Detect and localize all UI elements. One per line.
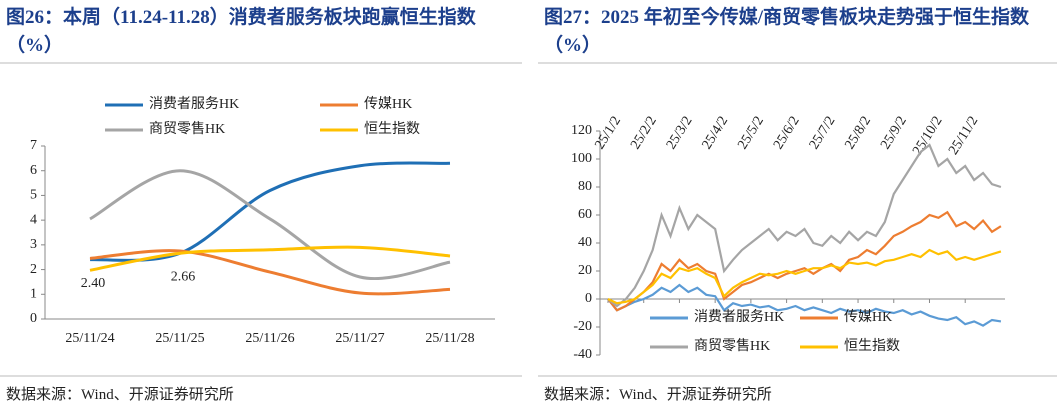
legend-label: 传媒HK xyxy=(844,309,892,325)
x-tick-label: 25/3/2 xyxy=(664,114,696,152)
series-line xyxy=(607,143,1002,308)
series-line xyxy=(89,245,451,272)
series-line xyxy=(89,169,451,280)
series-line xyxy=(607,248,1002,305)
series-line xyxy=(607,283,1002,327)
x-tick-label: 25/11/27 xyxy=(335,331,384,346)
x-tick-label: 25/4/2 xyxy=(700,114,732,152)
x-tick-label: 25/11/26 xyxy=(245,331,294,346)
y-tick-label: 120 xyxy=(571,123,592,138)
legend-label: 传媒HK xyxy=(364,96,412,112)
x-tick-label: 25/11/25 xyxy=(155,331,204,346)
source-note: 数据来源：Wind、开源证券研究所 xyxy=(6,387,234,403)
y-tick-label: 60 xyxy=(578,207,592,222)
y-tick-label: 40 xyxy=(578,235,592,250)
y-tick-label: 6 xyxy=(30,163,37,178)
y-tick-label: 7 xyxy=(30,138,37,153)
series-line xyxy=(89,249,451,296)
x-tick-label: 25/11/24 xyxy=(65,331,114,346)
y-tick-label: 0 xyxy=(585,291,592,306)
legend-label: 恒生指数 xyxy=(364,121,420,137)
x-tick-label: 25/9/2 xyxy=(878,114,910,152)
y-tick-label: 0 xyxy=(30,311,37,326)
x-tick-label: 25/6/2 xyxy=(771,114,803,152)
x-tick-label: 25/8/2 xyxy=(842,114,874,152)
y-tick-label: 80 xyxy=(578,179,592,194)
series-line xyxy=(607,210,1002,312)
legend-label: 消费者服务HK xyxy=(694,309,784,325)
y-tick-label: 5 xyxy=(30,188,37,203)
legend-label: 恒生指数 xyxy=(844,338,900,354)
x-tick-label: 25/11/28 xyxy=(425,331,474,346)
y-tick-label: 1 xyxy=(30,287,37,302)
x-tick-label: 25/5/2 xyxy=(735,114,767,152)
legend-label: 商贸零售HK xyxy=(149,121,225,137)
legend-label: 商贸零售HK xyxy=(694,338,770,354)
y-tick-label: 100 xyxy=(571,151,592,166)
data-label: 2.40 xyxy=(81,276,106,291)
y-tick-label: 4 xyxy=(30,212,37,227)
y-tick-label: 20 xyxy=(578,263,592,278)
source-note: 数据来源：Wind、开源证券研究所 xyxy=(544,387,772,403)
chart-title: 图26：本周（11.24-11.28）消费者服务板块跑赢恒生指数（%） xyxy=(6,7,476,56)
data-label: 2.66 xyxy=(171,269,196,284)
x-tick-label: 25/1/2 xyxy=(592,114,624,152)
y-tick-label: -20 xyxy=(573,319,592,334)
series-line xyxy=(89,161,451,262)
y-tick-label: -40 xyxy=(573,347,592,362)
x-tick-label: 25/11/2 xyxy=(946,114,981,158)
x-tick-label: 25/10/2 xyxy=(910,114,945,158)
y-tick-label: 2 xyxy=(30,262,37,277)
chart-title: 图27：2025 年初至今传媒/商贸零售板块走势强于恒生指数（%） xyxy=(544,7,1030,56)
y-tick-label: 3 xyxy=(30,237,37,252)
x-tick-label: 25/7/2 xyxy=(807,114,839,152)
x-tick-label: 25/2/2 xyxy=(628,114,660,152)
legend-label: 消费者服务HK xyxy=(149,96,239,112)
